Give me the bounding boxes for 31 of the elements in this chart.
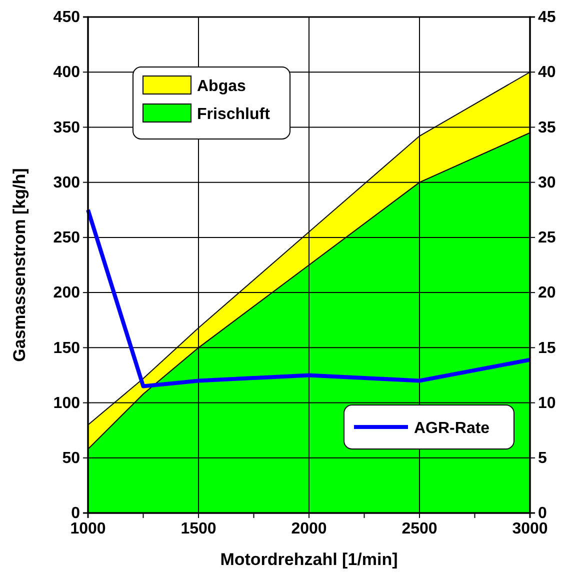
y-tick-label: 0 (71, 505, 80, 522)
y-tick-label: 350 (53, 119, 80, 136)
legend-label: Frischluft (197, 106, 271, 123)
y2-tick-label: 5 (538, 450, 547, 468)
y2-tick-label: 20 (538, 284, 556, 302)
y-tick-label: 400 (53, 64, 80, 82)
x-tick-label: 2000 (291, 520, 327, 538)
y2-tick-label: 35 (538, 119, 556, 136)
x-tick-label: 2500 (402, 520, 438, 538)
x-axis-title: Motordrehzahl [1/min] (220, 550, 398, 569)
y2-tick-label: 10 (538, 394, 556, 412)
y-tick-label: 150 (53, 340, 80, 357)
legend-label: Abgas (197, 78, 246, 95)
x-tick-label: 1500 (180, 520, 216, 538)
y-tick-label: 100 (53, 394, 80, 412)
y2-tick-label: 0 (538, 505, 547, 522)
y-axis-title: Gasmassenstrom [kg/h] (10, 168, 29, 362)
y2-tick-label: 15 (538, 340, 556, 357)
y-tick-label: 300 (53, 174, 80, 192)
y2-tick-label: 30 (538, 174, 556, 192)
y-tick-label: 200 (53, 284, 80, 302)
y-tick-label: 450 (53, 9, 80, 26)
legend-label: AGR-Rate (414, 420, 490, 437)
x-tick-label: 3000 (512, 520, 548, 538)
y-tick-label: 250 (53, 230, 80, 247)
y2-tick-label: 45 (538, 9, 556, 26)
line-series (86, 208, 532, 388)
y2-tick-label: 40 (538, 64, 556, 82)
y-tick-label: 50 (62, 450, 80, 468)
y2-tick-label: 25 (538, 230, 556, 247)
x-tick-label: 1000 (70, 520, 106, 538)
